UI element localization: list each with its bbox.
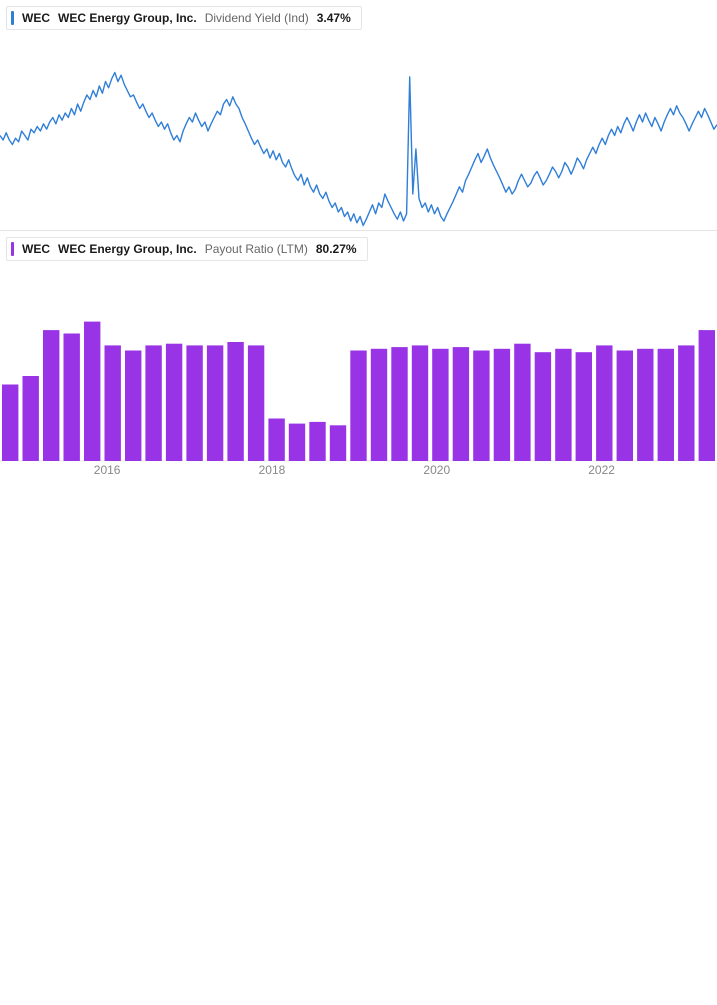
bar (125, 351, 141, 462)
ticker-label: WEC (22, 241, 50, 257)
bar (289, 424, 305, 461)
metric-label: Payout Ratio (LTM) (205, 241, 308, 257)
bar (64, 334, 80, 462)
bar (43, 330, 59, 461)
bar-chart-area (0, 261, 717, 461)
bar (412, 345, 428, 461)
x-tick: 2022 (588, 463, 615, 477)
bar (2, 385, 18, 462)
bar (596, 345, 612, 461)
bar (227, 342, 243, 461)
metric-label: Dividend Yield (Ind) (205, 10, 309, 26)
panel-payout-ratio: WEC WEC Energy Group, Inc. Payout Ratio … (0, 231, 717, 481)
ticker-label: WEC (22, 10, 50, 26)
bar (617, 351, 633, 462)
bar (637, 349, 653, 461)
bar (576, 352, 592, 461)
bar (105, 345, 121, 461)
bar (84, 322, 100, 461)
bar (432, 349, 448, 461)
bar (309, 422, 325, 461)
x-axis: 2016 2018 2020 2022 (0, 461, 717, 481)
bar (391, 347, 407, 461)
bar (207, 345, 223, 461)
value-label: 80.27% (316, 241, 357, 257)
bar (248, 345, 264, 461)
bar (371, 349, 387, 461)
bar (658, 349, 674, 461)
bar (555, 349, 571, 461)
bar (494, 349, 510, 461)
x-tick: 2020 (423, 463, 450, 477)
bar (535, 352, 551, 461)
bar (350, 351, 366, 462)
company-label: WEC Energy Group, Inc. (58, 241, 197, 257)
bar (453, 347, 469, 461)
page: WEC WEC Energy Group, Inc. Dividend Yiel… (0, 0, 717, 1005)
bar (268, 419, 284, 462)
bar (186, 345, 202, 461)
line-chart-svg (0, 30, 717, 230)
bar (330, 425, 346, 461)
line-chart-area (0, 30, 717, 230)
legend-payout-ratio: WEC WEC Energy Group, Inc. Payout Ratio … (6, 237, 368, 261)
value-label: 3.47% (317, 10, 351, 26)
bar-chart-svg (0, 261, 717, 461)
x-tick: 2018 (259, 463, 286, 477)
line-series (0, 73, 717, 226)
bar (678, 345, 694, 461)
legend-dividend-yield: WEC WEC Energy Group, Inc. Dividend Yiel… (6, 6, 362, 30)
bar (473, 351, 489, 462)
bar (145, 345, 161, 461)
swatch-dividend-yield (11, 11, 14, 25)
x-tick: 2016 (94, 463, 121, 477)
bar (23, 376, 39, 461)
swatch-payout-ratio (11, 242, 14, 256)
company-label: WEC Energy Group, Inc. (58, 10, 197, 26)
panel-dividend-yield: WEC WEC Energy Group, Inc. Dividend Yiel… (0, 0, 717, 231)
bar (514, 344, 530, 461)
bar (699, 330, 715, 461)
bar (166, 344, 182, 461)
